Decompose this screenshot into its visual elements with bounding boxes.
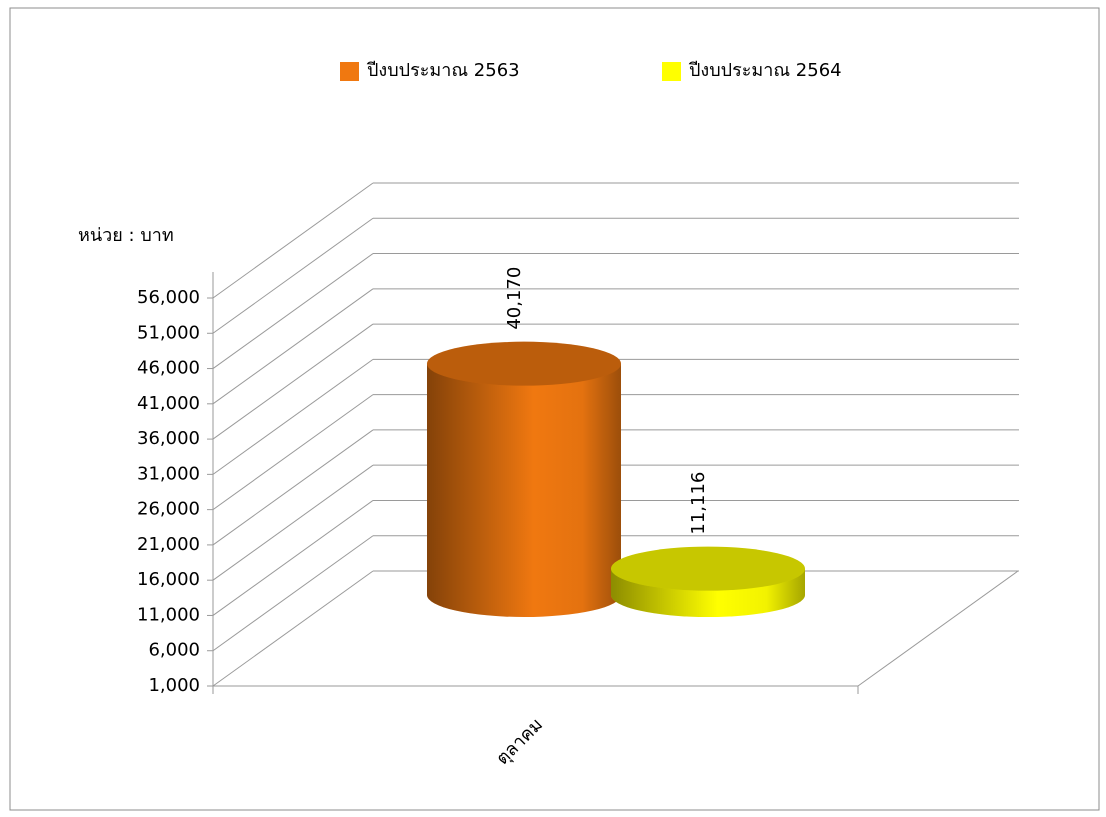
y-tick-label: 6,000: [148, 640, 200, 661]
grid-line: [212, 464, 374, 581]
y-tick-label: 36,000: [137, 428, 200, 449]
grid-line: [212, 217, 374, 334]
y-tick-label: 11,000: [137, 604, 200, 625]
grid-line: [212, 323, 374, 440]
legend-label: ปีงบประมาณ 2563: [367, 60, 520, 81]
y-axis-label: หน่วย : บาท: [78, 225, 174, 246]
bar: [611, 546, 805, 617]
y-tick-label: 51,000: [137, 322, 200, 343]
bar: [427, 341, 621, 617]
y-tick-label: 16,000: [137, 569, 200, 590]
y-tick-label: 21,000: [137, 534, 200, 555]
y-tick-label: 41,000: [137, 393, 200, 414]
y-tick-label: 56,000: [137, 287, 200, 308]
data-label: 40,170: [504, 267, 525, 330]
legend-swatch: [662, 62, 681, 81]
grid-line: [212, 394, 374, 511]
y-tick-label: 31,000: [137, 463, 200, 484]
legend-swatch: [340, 62, 359, 81]
y-tick-label: 1,000: [148, 675, 200, 696]
grid-line: [212, 535, 374, 652]
data-label: 11,116: [688, 472, 709, 535]
floor-right: [857, 570, 1019, 687]
y-tick-label: 46,000: [137, 358, 200, 379]
grid-line: [212, 358, 374, 475]
grid-line: [212, 429, 374, 546]
grid-line: [212, 570, 374, 687]
grid-line: [212, 500, 374, 616]
y-tick-label: 26,000: [137, 499, 200, 520]
grid-line: [212, 182, 374, 299]
legend-label: ปีงบประมาณ 2564: [689, 60, 842, 81]
grid-line: [212, 253, 374, 369]
grid-line: [212, 288, 374, 405]
